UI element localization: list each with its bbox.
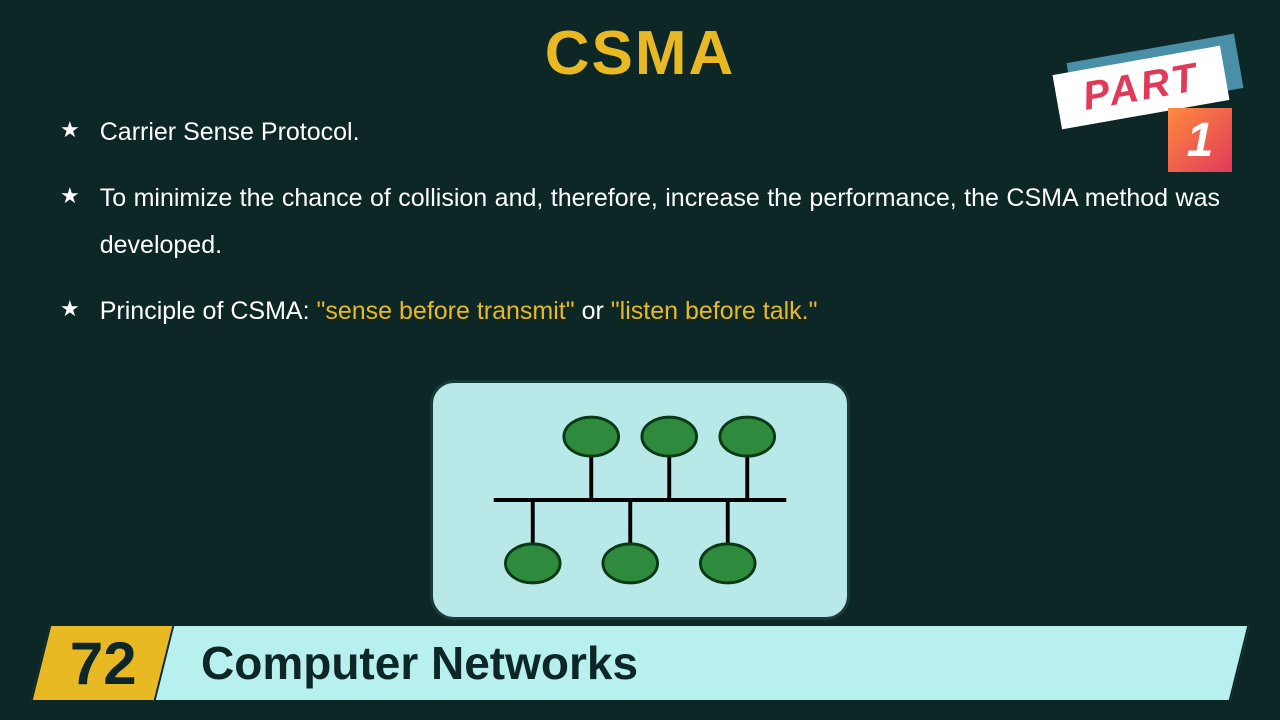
lesson-label: Computer Networks — [201, 636, 638, 690]
bullet-item: ★ To minimize the chance of collision an… — [60, 175, 1220, 270]
bullet-text: To minimize the chance of collision and,… — [100, 175, 1220, 270]
network-diagram — [430, 380, 850, 620]
lesson-label-box: Computer Networks — [153, 624, 1250, 702]
bullet-mid: or — [575, 297, 611, 325]
bullet-quote: "sense before transmit" — [316, 297, 574, 325]
bullet-item: ★ Principle of CSMA: "sense before trans… — [60, 288, 1220, 336]
part-badge: PART 1 — [1050, 40, 1250, 180]
lesson-number: 72 — [70, 629, 137, 698]
diagram-svg — [433, 383, 847, 617]
bullet-text: Principle of CSMA: "sense before transmi… — [100, 288, 818, 336]
bullet-prefix: Principle of CSMA: — [100, 297, 317, 325]
part-badge-number: 1 — [1168, 108, 1232, 172]
bullet-text: Carrier Sense Protocol. — [100, 109, 360, 157]
star-icon: ★ — [60, 175, 80, 217]
star-icon: ★ — [60, 109, 80, 151]
star-icon: ★ — [60, 288, 80, 330]
footer-banner: 72 Computer Networks — [40, 624, 1240, 702]
bullet-quote: "listen before talk." — [611, 297, 818, 325]
lesson-number-box: 72 — [30, 624, 176, 702]
bullet-item: ★ Carrier Sense Protocol. — [60, 109, 1220, 157]
